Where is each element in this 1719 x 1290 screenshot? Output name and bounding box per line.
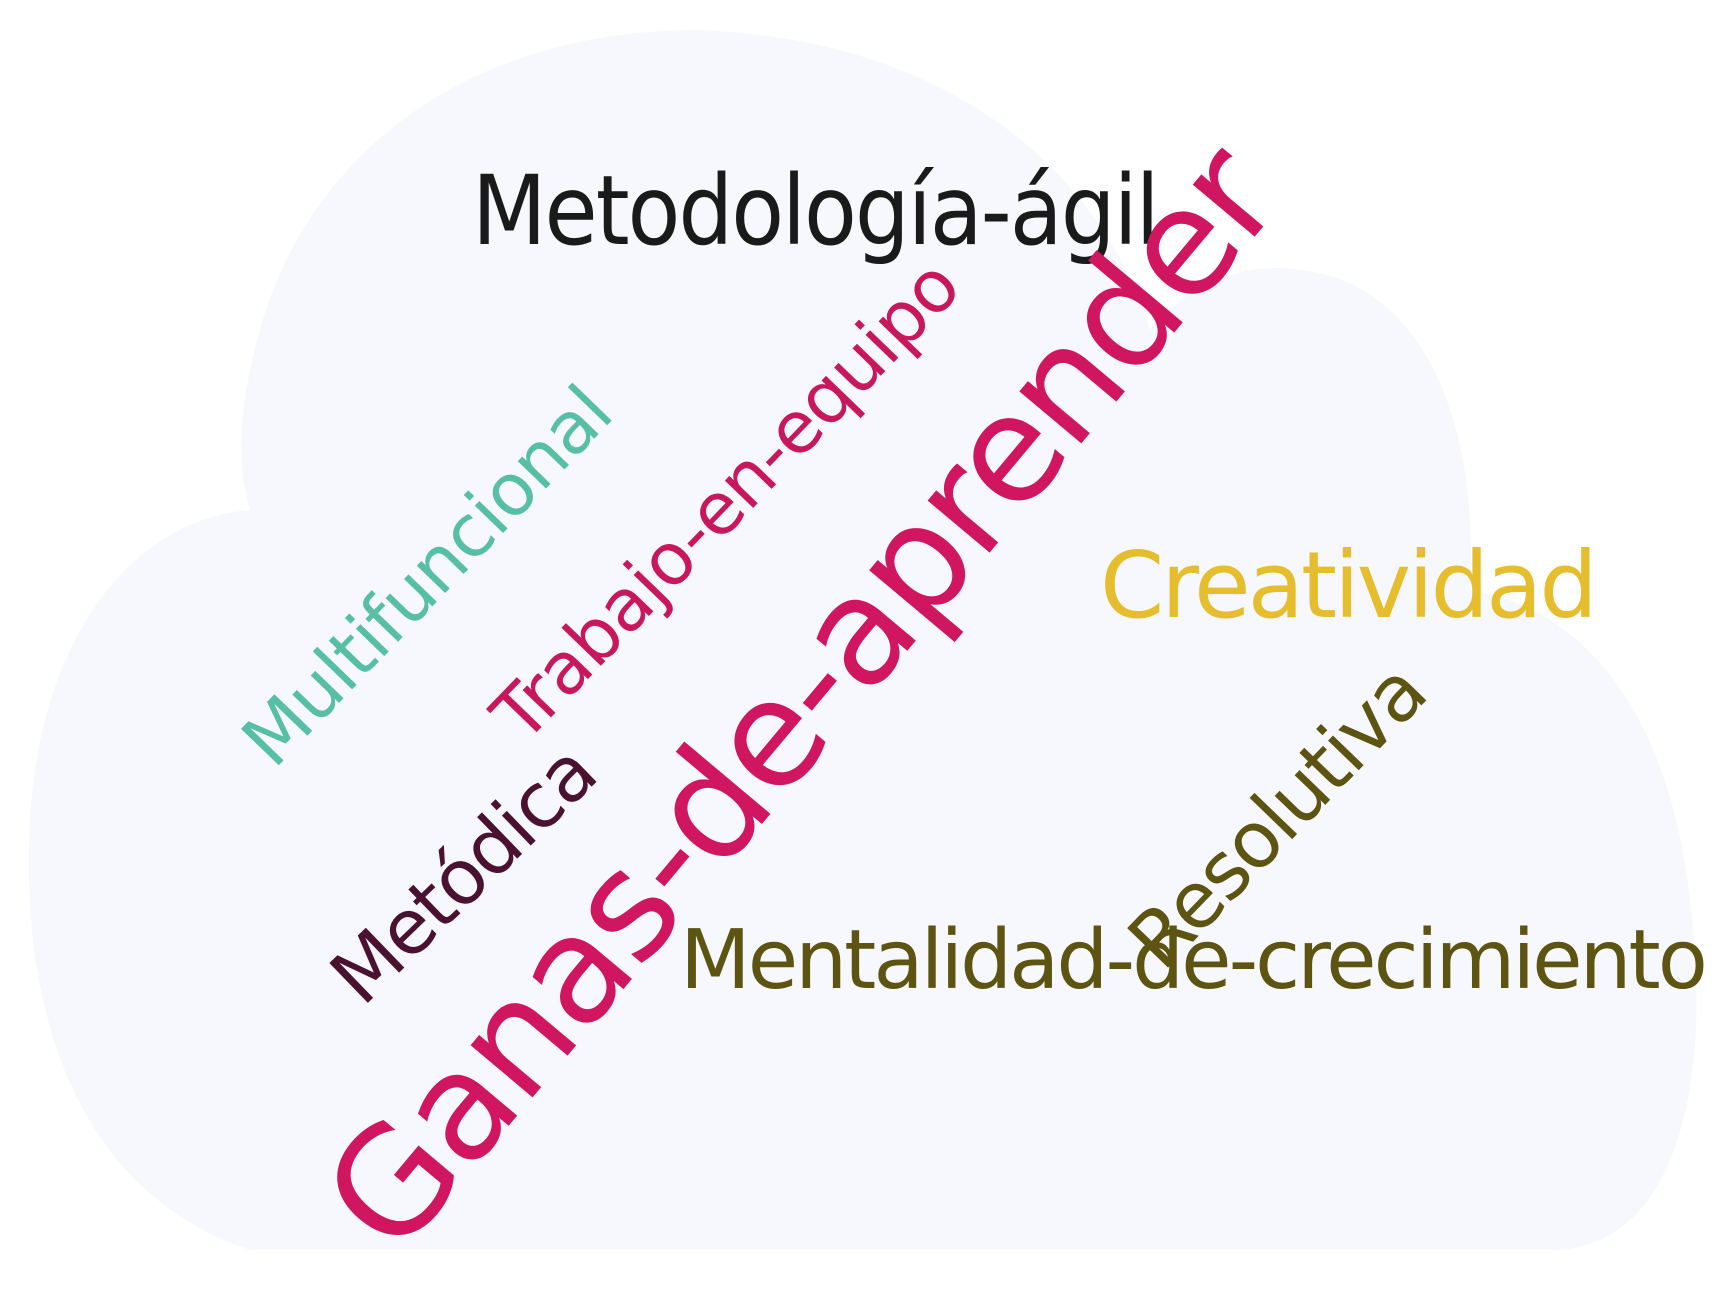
word-metodologia-agil: Metodología-ágil: [472, 155, 1160, 267]
word-creatividad: Creatividad: [1100, 532, 1598, 639]
word-mentalidad-de-crecimiento: Mentalidad-de-crecimiento: [680, 913, 1708, 1008]
cloud-background: [28, 30, 1697, 1250]
